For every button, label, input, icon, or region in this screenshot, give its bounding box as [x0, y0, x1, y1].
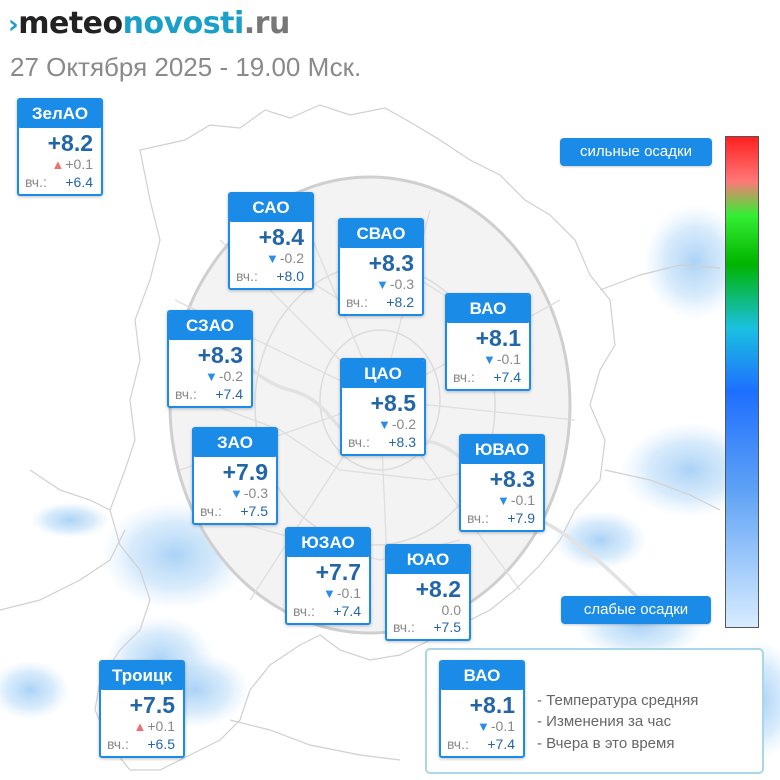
site-logo[interactable]: ›meteonovosti.ru	[8, 6, 290, 41]
temperature: +8.1	[469, 692, 515, 718]
district-name: ЮВАО	[461, 436, 543, 464]
trend-down-icon: ▼	[376, 277, 389, 292]
district-card-vao: ВАО +8.1 ▼-0.1 вч.: +7.4	[445, 293, 531, 391]
yesterday-row: вч.: +7.9	[467, 510, 535, 526]
district-name: СЗАО	[169, 312, 251, 340]
trend-up-icon: ▲	[133, 719, 147, 734]
temperature: +7.5	[129, 692, 175, 718]
yesterday-row: вч.: +7.5	[200, 503, 268, 519]
hourly-change: ▼-0.2	[205, 368, 243, 384]
hourly-change: ▲+0.1	[133, 718, 175, 734]
temperature: +8.3	[197, 342, 243, 368]
legend-panel: ВАО +8.1 ▼-0.1 вч.: +7.4 - Температура ср…	[425, 648, 764, 774]
hourly-change: ▼-0.1	[477, 718, 515, 734]
district-name: САО	[230, 194, 312, 222]
district-name: ВАО	[447, 295, 529, 323]
scale-label-heavy: сильные осадки	[560, 138, 712, 166]
district-card-tsao: ЦАО +8.5 ▼-0.2 вч.: +8.3	[340, 358, 426, 456]
trend-down-icon: ▼	[266, 251, 279, 266]
hourly-change: ▼-0.1	[483, 351, 521, 367]
district-card-yuao: ЮАО +8.2 0.0 вч.: +7.5	[385, 544, 471, 641]
district-name: ЗелАО	[19, 100, 101, 128]
district-card-troitsk: Троицк +7.5 ▲+0.1 вч.: +6.5	[99, 660, 185, 758]
district-card-yuvao: ЮВАО +8.3 ▼-0.1 вч.: +7.9	[459, 434, 545, 532]
district-name: ЗАО	[194, 429, 276, 457]
temperature: +8.4	[258, 224, 304, 250]
trend-down-icon: ▼	[378, 417, 391, 432]
district-name: Троицк	[101, 662, 183, 690]
hourly-change: ▼-0.3	[376, 276, 414, 292]
temperature: +8.3	[368, 250, 414, 276]
yesterday-row: вч.: +8.2	[346, 294, 414, 310]
yesterday-row: вч.: +7.4	[453, 369, 521, 385]
yesterday-row: вч.: +7.4	[293, 603, 361, 619]
legend-item-yesterday: - Вчера в это время	[537, 735, 675, 752]
logo-mark-icon: ›	[8, 10, 19, 40]
report-datetime: 27 Октября 2025 - 19.00 Мск.	[10, 52, 362, 82]
district-name: ЦАО	[342, 360, 424, 388]
trend-down-icon: ▼	[497, 493, 510, 508]
district-card-sao: САО +8.4 ▼-0.2 вч.: +8.0	[228, 192, 314, 290]
temperature: +8.2	[415, 576, 461, 602]
yesterday-row: вч.: +6.4	[25, 174, 93, 190]
temperature: +7.7	[315, 559, 361, 585]
district-name: ВАО	[441, 662, 523, 690]
temperature: +8.3	[489, 466, 535, 492]
yesterday-row: вч.: +7.4	[175, 386, 243, 402]
district-card-zao: ЗАО +7.9 ▼-0.3 вч.: +7.5	[192, 427, 278, 525]
trend-down-icon: ▼	[323, 586, 336, 601]
district-card-yuzao: ЮЗАО +7.7 ▼-0.1 вч.: +7.4	[285, 527, 371, 625]
yesterday-row: вч.: +7.4	[447, 736, 515, 752]
district-card-szao: СЗАО +8.3 ▼-0.2 вч.: +7.4	[167, 310, 253, 408]
trend-down-icon: ▼	[483, 352, 496, 367]
hourly-change: ▼-0.2	[378, 416, 416, 432]
precipitation-scale-bar	[725, 136, 759, 628]
temperature: +8.2	[47, 130, 93, 156]
legend-sample-card: ВАО +8.1 ▼-0.1 вч.: +7.4	[439, 660, 525, 758]
hourly-change: ▼-0.2	[266, 250, 304, 266]
city-boundary	[0, 104, 721, 771]
temperature: +8.5	[370, 390, 416, 416]
hourly-change: ▼-0.3	[230, 485, 268, 501]
hourly-change: ▲+0.1	[51, 156, 93, 172]
district-card-zelao: ЗелАО +8.2 ▲+0.1 вч.: +6.4	[17, 98, 103, 196]
legend-item-hourly-change: - Изменения за час	[537, 713, 672, 730]
yesterday-row: вч.: +8.3	[348, 434, 416, 450]
hourly-change: 0.0	[441, 602, 461, 618]
yesterday-row: вч.: +8.0	[236, 268, 304, 284]
legend-item-temperature: - Температура средняя	[537, 692, 699, 709]
trend-down-icon: ▼	[477, 719, 490, 734]
hourly-change: ▼-0.1	[497, 492, 535, 508]
trend-up-icon: ▲	[51, 157, 65, 172]
district-name: СВАО	[340, 220, 422, 248]
temperature: +8.1	[475, 325, 521, 351]
hourly-change: ▼-0.1	[323, 585, 361, 601]
district-card-svao: СВАО +8.3 ▼-0.3 вч.: +8.2	[338, 218, 424, 316]
yesterday-row: вч.: +7.5	[393, 619, 461, 635]
district-name: ЮАО	[387, 546, 469, 574]
trend-down-icon: ▼	[230, 486, 243, 501]
scale-label-light: слабые осадки	[561, 596, 711, 624]
temperature: +7.9	[222, 459, 268, 485]
trend-down-icon: ▼	[205, 369, 218, 384]
yesterday-row: вч.: +6.5	[107, 736, 175, 752]
district-name: ЮЗАО	[287, 529, 369, 557]
